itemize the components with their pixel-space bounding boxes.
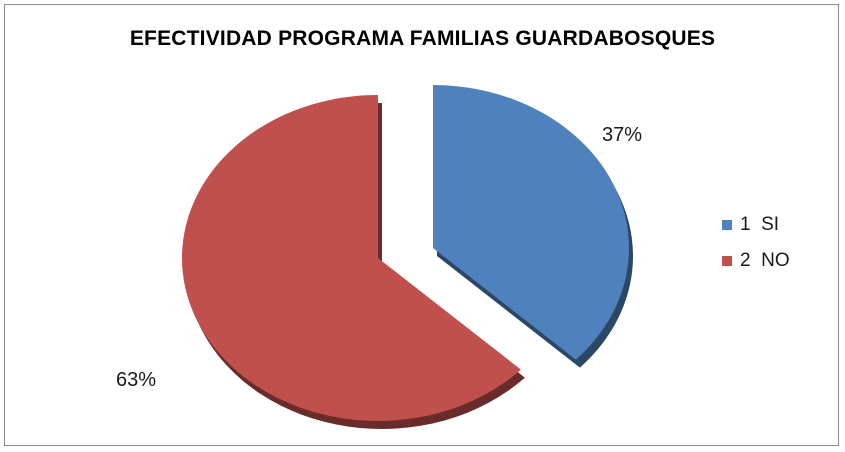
pie-slice-1-si [433,85,629,360]
chart-title: EFECTIVIDAD PROGRAMA FAMILIAS GUARDABOSQ… [129,27,716,50]
legend-item-si: 1 SI [722,207,790,243]
pie-slice-2-no [181,95,521,421]
legend-label-si: 1 SI [740,214,780,235]
pie-slice-group-1-si [433,85,633,368]
legend-label-no: 2 NO [740,250,790,271]
legend-swatch-no [722,256,732,266]
data-label-2-no: 63% [116,369,156,391]
pie-slice-group-2-no [181,95,525,430]
legend-item-no: 2 NO [722,243,790,279]
legend-swatch-si [722,220,732,230]
data-label-1-si: 37% [602,124,642,146]
legend: 1 SI 2 NO [722,207,790,279]
